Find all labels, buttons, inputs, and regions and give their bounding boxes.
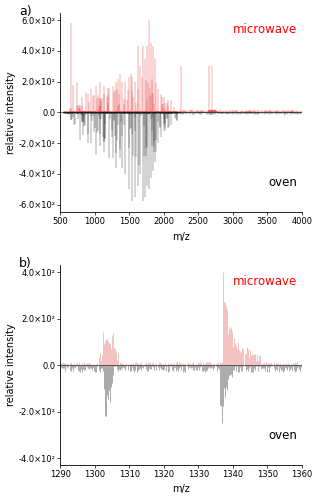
Text: oven: oven (268, 176, 297, 190)
X-axis label: m/z: m/z (172, 232, 190, 241)
Y-axis label: relative intensity: relative intensity (6, 324, 16, 406)
Text: microwave: microwave (233, 276, 297, 288)
Text: a): a) (19, 4, 32, 18)
Y-axis label: relative intensity: relative intensity (5, 71, 16, 154)
Text: oven: oven (268, 429, 297, 442)
X-axis label: m/z: m/z (172, 484, 190, 494)
Text: microwave: microwave (233, 22, 297, 36)
Text: b): b) (19, 258, 32, 270)
